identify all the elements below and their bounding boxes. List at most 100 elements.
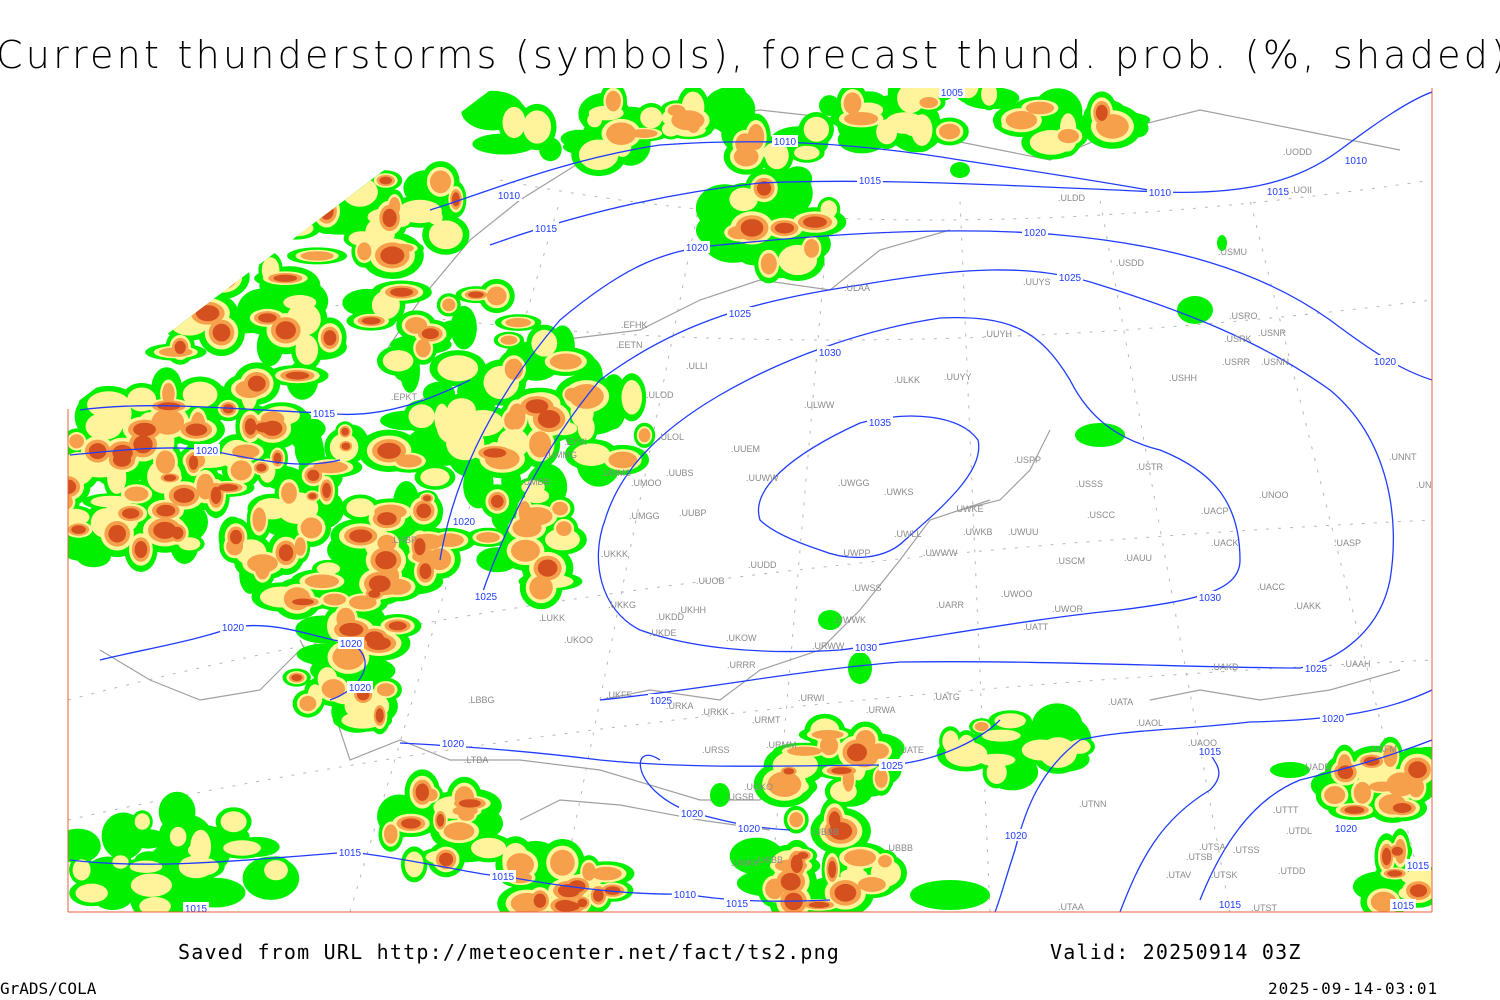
- isobar-labels: 1005 1010 1015 1010 1015 1010 1010 1015 1020 1020…: [183, 88, 1431, 912]
- prob-cell: [640, 107, 663, 129]
- prob-cell: [729, 187, 758, 212]
- isobar-label: 1010: [1345, 156, 1368, 167]
- prob-cell: [278, 544, 294, 562]
- station-label: .UMKK: [731, 858, 760, 868]
- isobar-label: 1015: [535, 224, 558, 235]
- station-label: .UUWW: [746, 473, 779, 483]
- isobar-label: 1015: [859, 176, 882, 187]
- station-label: .ULDD: [1058, 193, 1086, 203]
- prob-cell: [230, 460, 252, 481]
- prob-cell: [787, 746, 822, 756]
- isobar-1030: [597, 316, 1241, 653]
- prob-cell: [171, 877, 230, 902]
- isobar-label: 1030: [855, 643, 878, 654]
- prob-cell: [765, 141, 789, 170]
- prob-cell: [994, 713, 1026, 729]
- station-label: .UUYH: [984, 329, 1012, 339]
- prob-cell: [463, 461, 494, 509]
- prob-cell: [283, 295, 317, 310]
- prob-cell: [339, 622, 364, 637]
- station-label: .UAAH: [1343, 659, 1371, 669]
- prob-cell: [210, 486, 222, 504]
- isobar-label: 1020: [686, 243, 709, 254]
- prob-cell: [155, 450, 175, 474]
- prob-cell: [760, 253, 777, 275]
- prob-cell: [1075, 423, 1125, 447]
- prob-cell: [458, 799, 481, 808]
- station-label: .UACC: [1257, 582, 1286, 592]
- prob-cell: [255, 557, 270, 580]
- prob-cell: [950, 162, 970, 178]
- prob-cell: [419, 563, 432, 580]
- station-label: .UWKE: [954, 504, 984, 514]
- prob-cell: [439, 852, 454, 867]
- station-label: .UOII: [1291, 185, 1312, 195]
- prob-cell: [1324, 786, 1346, 805]
- prob-cell: [491, 494, 504, 508]
- prob-cell: [733, 146, 759, 167]
- prob-cell: [377, 512, 397, 526]
- station-label: .UTAA: [1058, 902, 1084, 912]
- station-label: .UAKK: [1294, 601, 1321, 611]
- station-label: .UACP: [1201, 506, 1229, 516]
- station-label: .USDD: [1116, 258, 1145, 268]
- prob-cell: [605, 90, 621, 112]
- isobar-label: 1010: [498, 191, 521, 202]
- prob-cell: [819, 95, 840, 116]
- prob-cell: [590, 866, 622, 881]
- prob-cell: [124, 486, 149, 502]
- prob-cell: [808, 901, 830, 909]
- prob-cell: [273, 452, 282, 464]
- prob-cell: [87, 391, 130, 418]
- prob-cell: [212, 323, 231, 342]
- station-labels: .UODD .UOII .ULDD .USDD .USMU .UUYS .ULAA .USRO…: [391, 147, 1432, 912]
- prob-cell: [196, 305, 220, 322]
- prob-cell: [68, 476, 81, 498]
- station-label: .UTDL: [1286, 826, 1312, 836]
- prob-cell: [667, 104, 686, 117]
- station-label: .URMM: [766, 740, 797, 750]
- station-label: .UTSK: [1211, 870, 1238, 880]
- prob-cell: [349, 529, 373, 543]
- station-label: .UKOW: [726, 633, 757, 643]
- map-frame: [67, 88, 1433, 913]
- station-label: .URKK: [701, 707, 729, 717]
- station-label: .UWWK: [834, 615, 866, 625]
- station-label: .UODD: [1283, 147, 1313, 157]
- prob-cell: [831, 767, 852, 775]
- prob-cell: [380, 246, 405, 265]
- prob-cell: [818, 610, 842, 630]
- station-label: .UAFM: [1369, 744, 1397, 754]
- prob-cell: [262, 420, 283, 436]
- station-label: .USNN: [1261, 357, 1289, 367]
- prob-cell: [1337, 765, 1354, 780]
- station-label: .LUKK: [539, 613, 565, 623]
- station-label: .UTTT: [1273, 805, 1299, 815]
- prob-cell: [388, 621, 407, 631]
- station-label: .UUYY: [944, 372, 972, 382]
- isobar-label: 1020: [196, 446, 219, 457]
- prob-cell: [307, 469, 320, 482]
- station-label: .USSS: [1076, 479, 1103, 489]
- station-label: .EPKT: [391, 392, 418, 402]
- prob-cell: [790, 854, 803, 874]
- prob-cell: [447, 398, 476, 422]
- station-label: .UMGG: [629, 511, 660, 521]
- prob-cell: [213, 268, 234, 286]
- station-label: .UWKS: [884, 487, 914, 497]
- prob-cell: [783, 166, 813, 191]
- prob-cell: [361, 317, 381, 325]
- station-label: .UKKG: [608, 600, 636, 610]
- station-label: .UKKK: [601, 549, 628, 559]
- prob-cell: [756, 181, 772, 196]
- prob-cell: [368, 589, 381, 598]
- prob-cell: [1383, 745, 1398, 767]
- station-label: .LBBG: [468, 695, 495, 705]
- station-label: .UAOO: [1188, 738, 1217, 748]
- isobar-label: 1025: [1059, 273, 1082, 284]
- prob-cell: [1387, 870, 1403, 877]
- prob-cell: [230, 529, 242, 545]
- prob-cell: [555, 899, 576, 912]
- prob-cell: [415, 783, 429, 801]
- isobar-label: 1030: [1199, 593, 1222, 604]
